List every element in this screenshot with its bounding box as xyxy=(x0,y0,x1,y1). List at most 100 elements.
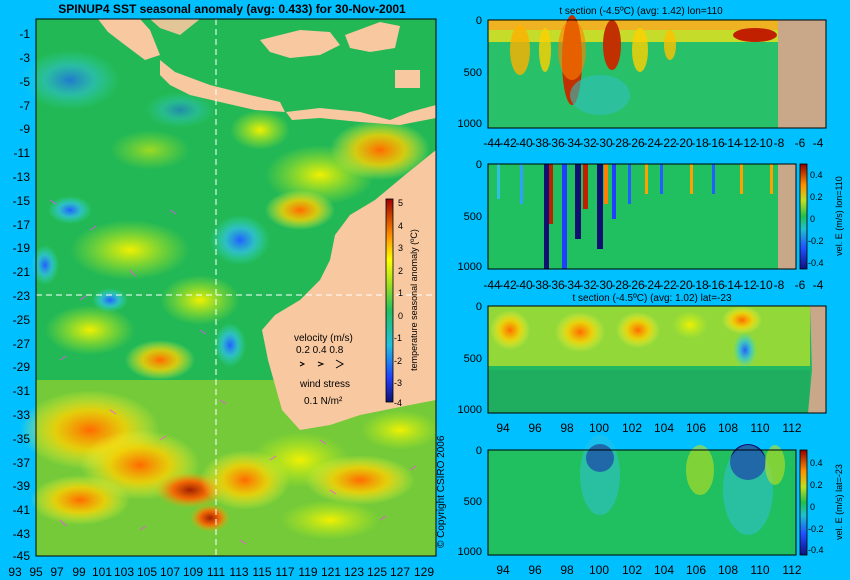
panel3-y-tick: 0 xyxy=(476,301,482,313)
main-x-tick: 111 xyxy=(207,565,226,579)
main-y-tick: -43 xyxy=(13,527,31,541)
panel4-y-tick: 1000 xyxy=(458,546,482,558)
panel4-x-tick: 100 xyxy=(589,563,609,577)
vel-section-lon110 xyxy=(487,163,797,270)
main-y-tick: -21 xyxy=(13,265,31,279)
main-x-tick: 101 xyxy=(92,565,112,579)
main-y-tick: -29 xyxy=(13,360,31,374)
panel1-x-tick: -36 xyxy=(547,136,565,150)
main-y-tick: -11 xyxy=(14,146,31,160)
main-y-tick: -31 xyxy=(13,384,31,398)
panel3-x-tick: 104 xyxy=(654,421,674,435)
vel-colorbar-tick: 0.4 xyxy=(810,458,823,468)
vel-section-lat23 xyxy=(487,435,797,556)
panel2-x-tick: -42 xyxy=(499,278,517,292)
panel3-x-tick: 106 xyxy=(686,421,706,435)
vel-colorbar-tick: -0.4 xyxy=(808,258,824,268)
velocity-scale: 0.2 0.4 0.8 xyxy=(296,345,344,356)
vel-colorbar-label: vel. E (m/s) lat=-23 xyxy=(834,464,844,540)
panel4-x-tick: 110 xyxy=(750,563,769,577)
panel1-x-tick: -22 xyxy=(659,136,677,150)
main-y-tick: -23 xyxy=(13,289,31,303)
main-y-tick: -5 xyxy=(19,75,30,89)
main-x-tick: 93 xyxy=(8,565,22,579)
main-y-axis: -1 -3 -5 -7 -9 -11 -13 -15 -17 -19 -21 -… xyxy=(13,27,31,563)
panel1-x-tick: -4 xyxy=(813,136,824,150)
panel1-x-tick: -10 xyxy=(755,136,773,150)
panel2-x-tick: -14 xyxy=(723,278,741,292)
sst-colorbar: 5 4 3 2 1 0 -1 -2 -3 -4 temperature seas… xyxy=(385,198,419,408)
main-y-tick: -15 xyxy=(13,194,31,208)
vel-colorbar-tick: -0.4 xyxy=(808,545,824,555)
main-y-tick: -41 xyxy=(13,503,31,517)
panel4-x-tick: 94 xyxy=(496,563,510,577)
panel1-title: t section (-4.5ºC) (avg: 1.42) lon=110 xyxy=(559,6,723,17)
velocity-vectors xyxy=(49,199,417,545)
main-y-tick: -1 xyxy=(19,27,30,41)
panel1-x-tick: -20 xyxy=(675,136,693,150)
panel3-y-tick: 500 xyxy=(464,353,482,365)
panel2-x-tick: -34 xyxy=(563,278,581,292)
panel2-x-tick: -16 xyxy=(707,278,725,292)
panel2-x-tick: -26 xyxy=(627,278,645,292)
panel4-x-axis: 94 96 98 100 102 104 106 108 110 112 xyxy=(496,563,802,577)
main-x-tick: 109 xyxy=(183,565,203,579)
main-y-tick: -7 xyxy=(19,99,30,113)
panel3-x-tick: 102 xyxy=(622,421,642,435)
panel1-x-tick: -16 xyxy=(707,136,725,150)
colorbar-tick: -2 xyxy=(394,356,402,366)
vel-colorbar-label: vel. E (m/s) lon=110 xyxy=(834,176,844,256)
panel2-x-tick: -30 xyxy=(595,278,613,292)
main-y-tick: -3 xyxy=(19,51,30,65)
panel2-x-tick: -8 xyxy=(774,278,785,292)
panel4-axes: 0 500 1000 xyxy=(458,445,482,558)
panel4-x-tick: 96 xyxy=(528,563,542,577)
panel4-y-tick: 0 xyxy=(476,445,482,457)
main-x-tick: 113 xyxy=(229,565,248,579)
main-x-tick: 127 xyxy=(390,565,410,579)
t-section-lat23 xyxy=(487,305,827,414)
panel1-x-tick: -30 xyxy=(595,136,613,150)
main-x-tick: 121 xyxy=(321,565,341,579)
vel-colorbar-tick: 0.2 xyxy=(810,480,823,490)
panel4-x-tick: 102 xyxy=(622,563,642,577)
wind-label: wind stress xyxy=(299,379,350,390)
main-x-tick: 97 xyxy=(50,565,64,579)
main-x-tick: 99 xyxy=(72,565,86,579)
main-x-tick: 119 xyxy=(298,565,317,579)
panel1-x-tick: -14 xyxy=(723,136,741,150)
vel-colorbar-tick: 0.2 xyxy=(810,192,823,202)
panel1-x-tick: -24 xyxy=(643,136,661,150)
velocity-label: velocity (m/s) xyxy=(294,333,353,344)
main-y-tick: -17 xyxy=(13,218,31,232)
panel3-axes: 0 500 1000 xyxy=(458,301,482,416)
main-y-tick: -39 xyxy=(13,479,31,493)
main-y-tick: -19 xyxy=(13,241,31,255)
panel1-x-tick: -18 xyxy=(691,136,709,150)
panel2-y-tick: 0 xyxy=(476,159,482,171)
panel3-x-tick: 96 xyxy=(528,421,542,435)
main-y-tick: -13 xyxy=(13,170,31,184)
panel4-x-tick: 98 xyxy=(560,563,574,577)
main-y-tick: -33 xyxy=(13,408,31,422)
panel2-x-tick: -36 xyxy=(547,278,565,292)
panel2-x-tick: -10 xyxy=(755,278,773,292)
panel1-y-tick: 1000 xyxy=(458,118,482,130)
panel2-x-tick: -38 xyxy=(531,278,549,292)
panel2-x-tick: -32 xyxy=(579,278,597,292)
panel1-y-tick: 500 xyxy=(464,67,482,79)
main-x-axis: 93 95 97 99 101 103 105 107 109 111 113 … xyxy=(8,565,434,579)
velocity-arrows xyxy=(299,359,345,369)
main-x-tick: 125 xyxy=(367,565,387,579)
vel-colorbar-tick: -0.2 xyxy=(808,524,824,534)
panel3-title: t section (-4.5ºC) (avg: 1.02) lat=-23 xyxy=(573,293,732,304)
panel2-x-tick: -12 xyxy=(739,278,757,292)
panel1-x-tick: -42 xyxy=(499,136,517,150)
panel1-x-tick: -44 xyxy=(483,136,501,150)
main-x-tick: 107 xyxy=(160,565,180,579)
colorbar-tick: 1 xyxy=(398,288,403,298)
panel2-x-axis: -44 -42 -40 -38 -36 -34 -32 -30 -28 -26 … xyxy=(483,278,823,292)
main-y-tick: -35 xyxy=(13,432,31,446)
main-x-tick: 103 xyxy=(114,565,134,579)
wind-scale: 0.1 N/m² xyxy=(304,396,343,407)
